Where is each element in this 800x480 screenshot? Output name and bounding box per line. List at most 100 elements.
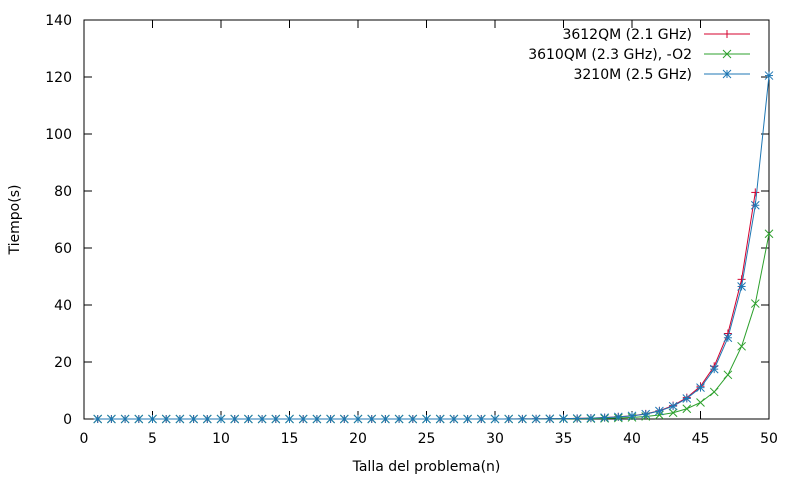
data-point: [627, 411, 637, 421]
data-point: [545, 414, 555, 424]
x-tick-label: 25: [418, 431, 436, 447]
legend-label: 3612QM (2.1 GHz): [562, 27, 692, 43]
data-point: [230, 414, 240, 424]
series-2: [93, 229, 774, 424]
data-point: [93, 414, 103, 424]
series-1: [93, 188, 760, 423]
x-tick-label: 30: [486, 431, 504, 447]
data-point: [189, 414, 198, 424]
data-point: [134, 414, 144, 424]
legend-item: 3610QM (2.3 GHz), -O2: [528, 47, 750, 63]
data-point: [422, 414, 431, 424]
data-point: [655, 406, 664, 416]
data-point: [518, 414, 527, 424]
data-point: [490, 414, 500, 424]
data-point: [709, 364, 719, 374]
legend-label: 3610QM (2.3 GHz), -O2: [528, 47, 692, 63]
y-tick-label: 120: [45, 70, 72, 86]
data-point: [476, 414, 486, 424]
y-tick-label: 140: [45, 13, 72, 29]
series-line: [97, 192, 756, 420]
x-tick-label: 45: [692, 431, 710, 447]
y-tick-label: 40: [54, 298, 72, 314]
legend-item: 3612QM (2.1 GHz): [562, 27, 750, 43]
data-point: [257, 414, 267, 424]
data-point: [723, 333, 733, 343]
x-tick-label: 50: [760, 431, 778, 447]
data-point: [244, 414, 253, 424]
y-tick-label: 100: [45, 127, 72, 143]
data-point: [600, 413, 609, 422]
data-point: [312, 414, 322, 424]
data-point: [202, 414, 212, 424]
series-line: [97, 233, 770, 420]
x-tick-label: 5: [148, 431, 157, 447]
legend-marker: [723, 30, 731, 38]
data-point: [750, 299, 760, 308]
data-point: [271, 414, 281, 424]
data-point: [367, 414, 377, 424]
x-tick-label: 0: [80, 431, 89, 447]
x-tick-label: 40: [623, 431, 641, 447]
legend: 3612QM (2.1 GHz) 3610QM (2.3 GHz), -O2 321…: [528, 27, 750, 83]
data-point: [504, 414, 514, 424]
data-point: [326, 414, 335, 424]
data-point: [764, 229, 774, 239]
data-point: [285, 414, 294, 424]
data-point: [107, 414, 116, 424]
data-point: [435, 414, 445, 424]
series-line: [97, 75, 770, 420]
data-point: [682, 404, 692, 414]
x-tick-label: 20: [349, 431, 367, 447]
data-point: [696, 398, 705, 407]
data-point: [586, 413, 596, 423]
data-point: [641, 409, 651, 419]
y-tick-label: 20: [54, 355, 72, 371]
data-point: [339, 414, 349, 424]
data-point: [559, 414, 568, 424]
data-point: [737, 341, 746, 351]
data-point: [723, 370, 733, 380]
x-axis-label: Talla del problema(n): [352, 459, 501, 475]
data-point: [572, 414, 582, 423]
data-point: [668, 401, 678, 411]
data-point: [381, 414, 390, 424]
legend-item: 3210M (2.5 GHz): [573, 67, 750, 83]
data-point: [394, 414, 404, 424]
data-point: [148, 414, 157, 424]
data-point: [750, 200, 760, 210]
data-point: [682, 394, 692, 403]
x-tick-label: 35: [555, 431, 573, 447]
data-point: [449, 414, 459, 424]
x-tick-label: 15: [281, 431, 299, 447]
data-point: [463, 414, 472, 424]
data-point: [531, 414, 541, 424]
data-point: [709, 387, 719, 397]
data-point: [353, 414, 363, 424]
legend-label: 3210M (2.5 GHz): [573, 67, 692, 83]
y-tick-label: 80: [54, 184, 72, 200]
data-point: [216, 414, 226, 424]
data-point: [764, 71, 774, 80]
data-point: [668, 408, 678, 418]
legend-marker: [722, 69, 732, 79]
data-point: [737, 275, 746, 284]
data-point: [161, 414, 171, 424]
y-tick-label: 0: [63, 412, 72, 428]
data-point: [408, 414, 418, 424]
series-layer: [93, 71, 774, 424]
data-point: [298, 414, 308, 424]
y-tick-label: 60: [54, 241, 72, 257]
tick-layer: 0 5 10 15 20 25 30 35 40 45 50 0 20 40 60 80 100 120 140: [45, 13, 778, 447]
legend-marker: [722, 49, 732, 59]
x-tick-label: 10: [212, 431, 230, 447]
data-point: [751, 188, 760, 197]
data-point: [613, 412, 623, 422]
data-point: [696, 383, 705, 393]
data-point: [737, 282, 746, 291]
series-3: [93, 71, 774, 424]
data-point: [120, 414, 130, 424]
data-point: [175, 414, 185, 424]
y-axis-label: Tiempo(s): [7, 185, 23, 256]
